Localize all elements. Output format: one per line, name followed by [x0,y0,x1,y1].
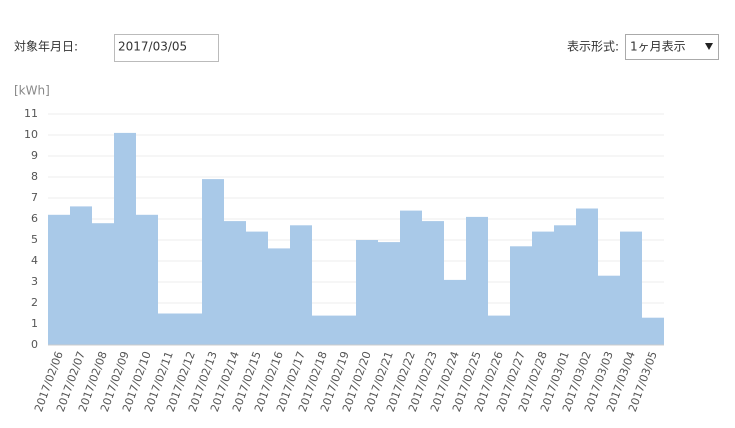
bar [488,315,510,345]
bar [620,231,642,345]
bar [466,216,488,345]
bar [114,132,136,345]
y-tick-label: 8 [31,170,38,183]
date-value[interactable]: 2017/03/05 [118,40,187,54]
bar [268,248,290,345]
bar [532,231,554,345]
bar [400,210,422,345]
bar [598,275,620,345]
bar [202,179,224,345]
y-tick-label: 2 [31,296,38,309]
bar [422,221,444,345]
bar [48,214,70,345]
bar [510,246,532,345]
bar [92,223,114,345]
date-label: 対象年月日: [14,40,78,54]
bar [642,317,664,345]
bar [180,313,202,345]
y-tick-label: 4 [31,254,38,267]
y-tick-label: 0 [31,338,38,351]
y-tick-label: 9 [31,149,38,162]
format-label: 表示形式: [567,40,619,54]
y-tick-label: 5 [31,233,38,246]
y-tick-label: 6 [31,212,38,225]
y-unit-label: [kWh] [14,84,50,98]
bar [312,315,334,345]
bar [576,208,598,345]
y-tick-label: 10 [24,128,38,141]
y-tick-label: 11 [24,107,38,120]
bar [246,231,268,345]
y-tick-label: 3 [31,275,38,288]
bar [444,279,466,345]
bar [378,242,400,345]
y-tick-label: 1 [31,317,38,330]
bar [334,315,356,345]
y-tick-label: 7 [31,191,38,204]
bar [224,221,246,345]
bar [554,225,576,345]
dropdown-arrow [705,43,713,50]
bar [136,214,158,345]
bar [290,225,312,345]
bar [70,206,92,345]
bar [158,313,180,345]
date-input[interactable] [114,34,219,62]
bar [356,240,378,345]
format-value[interactable]: 1ヶ月表示 [630,40,686,54]
format-select[interactable] [625,34,719,60]
